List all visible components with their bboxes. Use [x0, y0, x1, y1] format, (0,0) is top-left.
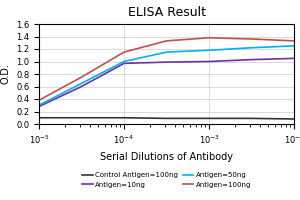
Control Antigen=100ng [292, 118, 296, 120]
Line: Control Antigen=100ng: Control Antigen=100ng [39, 118, 294, 119]
Y-axis label: O.D.: O.D. [1, 64, 10, 84]
Antigen=50ng [250, 47, 253, 49]
Antigen=100ng [80, 76, 83, 78]
Antigen=10ng [80, 85, 83, 88]
Antigen=50ng [122, 60, 126, 63]
Line: Antigen=50ng: Antigen=50ng [39, 46, 294, 105]
Control Antigen=100ng [250, 117, 253, 120]
Antigen=100ng [207, 37, 211, 39]
Antigen=50ng [207, 49, 211, 51]
Antigen=50ng [292, 45, 296, 47]
Control Antigen=100ng [37, 117, 41, 119]
Antigen=50ng [165, 51, 168, 53]
Antigen=100ng [292, 40, 296, 42]
Line: Antigen=10ng: Antigen=10ng [39, 58, 294, 106]
Control Antigen=100ng [207, 117, 211, 120]
Control Antigen=100ng [122, 117, 126, 119]
Line: Antigen=100ng: Antigen=100ng [39, 38, 294, 100]
X-axis label: Serial Dilutions of Antibody: Serial Dilutions of Antibody [100, 152, 233, 162]
Antigen=100ng [250, 38, 253, 40]
Control Antigen=100ng [80, 117, 83, 119]
Legend: Control Antigen=100ng, Antigen=10ng, Antigen=50ng, Antigen=100ng: Control Antigen=100ng, Antigen=10ng, Ant… [79, 169, 254, 190]
Antigen=10ng [122, 62, 126, 65]
Antigen=50ng [37, 104, 41, 106]
Title: ELISA Result: ELISA Result [128, 6, 206, 19]
Antigen=50ng [80, 82, 83, 85]
Antigen=100ng [37, 99, 41, 101]
Antigen=10ng [165, 61, 168, 63]
Control Antigen=100ng [165, 117, 168, 120]
Antigen=10ng [250, 58, 253, 61]
Antigen=100ng [165, 40, 168, 42]
Antigen=10ng [207, 60, 211, 63]
Antigen=100ng [122, 51, 126, 53]
Antigen=10ng [292, 57, 296, 60]
Antigen=10ng [37, 105, 41, 108]
